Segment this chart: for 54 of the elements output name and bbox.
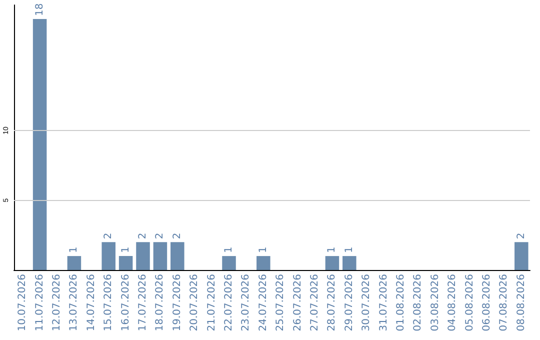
bar [67, 256, 82, 270]
x-tick-label: 23.07.2026 [240, 274, 252, 332]
x-tick-label: 12.07.2026 [52, 274, 62, 332]
bar [222, 256, 236, 270]
x-tick-label: 21.07.2026 [206, 274, 218, 332]
x-tick-label: 20.07.2026 [189, 274, 200, 332]
bar [342, 256, 356, 270]
x-tick-label: 13.07.2026 [68, 274, 80, 332]
x-tick-label: 22.07.2026 [224, 274, 234, 332]
x-tick-label: 30.07.2026 [361, 274, 372, 332]
data-label: 18 [34, 3, 46, 16]
x-tick-label: 08.08.2026 [516, 274, 527, 332]
x-tick-label: 05.08.2026 [464, 274, 476, 332]
bar [136, 242, 150, 270]
data-label: 1 [326, 246, 338, 254]
data-label: 2 [138, 232, 148, 240]
x-tick-label: 06.08.2026 [482, 274, 492, 332]
x-tick-label: 14.07.2026 [86, 274, 97, 332]
x-tick-label: 01.08.2026 [396, 274, 406, 332]
data-label: 1 [224, 246, 234, 254]
data-label: 2 [516, 232, 527, 240]
x-tick-label: 07.08.2026 [498, 274, 510, 332]
bar [256, 256, 270, 270]
bar [170, 242, 184, 270]
x-tick-label: 24.07.2026 [258, 274, 269, 332]
bar [118, 256, 133, 270]
data-label: 1 [344, 246, 355, 254]
bar [32, 18, 47, 270]
x-tick-label: 03.08.2026 [430, 274, 441, 332]
x-tick-label: 29.07.2026 [344, 274, 355, 332]
x-tick-label: 27.07.2026 [310, 274, 320, 332]
data-label: 1 [120, 246, 132, 254]
x-tick-label: 17.07.2026 [138, 274, 148, 332]
x-tick-label: 16.07.2026 [120, 274, 132, 332]
x-tick-label: 31.07.2026 [378, 274, 390, 332]
x-tick-label: 18.07.2026 [154, 274, 166, 332]
bar [102, 242, 116, 270]
x-tick-label: 10.07.2026 [17, 274, 28, 332]
data-label: 2 [103, 232, 114, 240]
x-tick-label: 15.07.2026 [103, 274, 114, 332]
x-tick-label: 25.07.2026 [275, 274, 286, 332]
data-label: 2 [154, 232, 166, 240]
x-tick-label: 26.07.2026 [292, 274, 304, 332]
x-tick-label: 28.07.2026 [326, 274, 338, 332]
x-tick-label: 02.08.2026 [412, 274, 424, 332]
data-label: 1 [258, 246, 269, 254]
data-label: 2 [172, 232, 183, 240]
bar [153, 242, 168, 270]
x-tick-label: 11.07.2026 [34, 274, 46, 332]
x-tick-label: 04.08.2026 [447, 274, 458, 332]
data-label: 1 [68, 246, 80, 254]
bar [514, 242, 528, 270]
bar [325, 256, 340, 270]
x-tick-label: 19.07.2026 [172, 274, 183, 332]
